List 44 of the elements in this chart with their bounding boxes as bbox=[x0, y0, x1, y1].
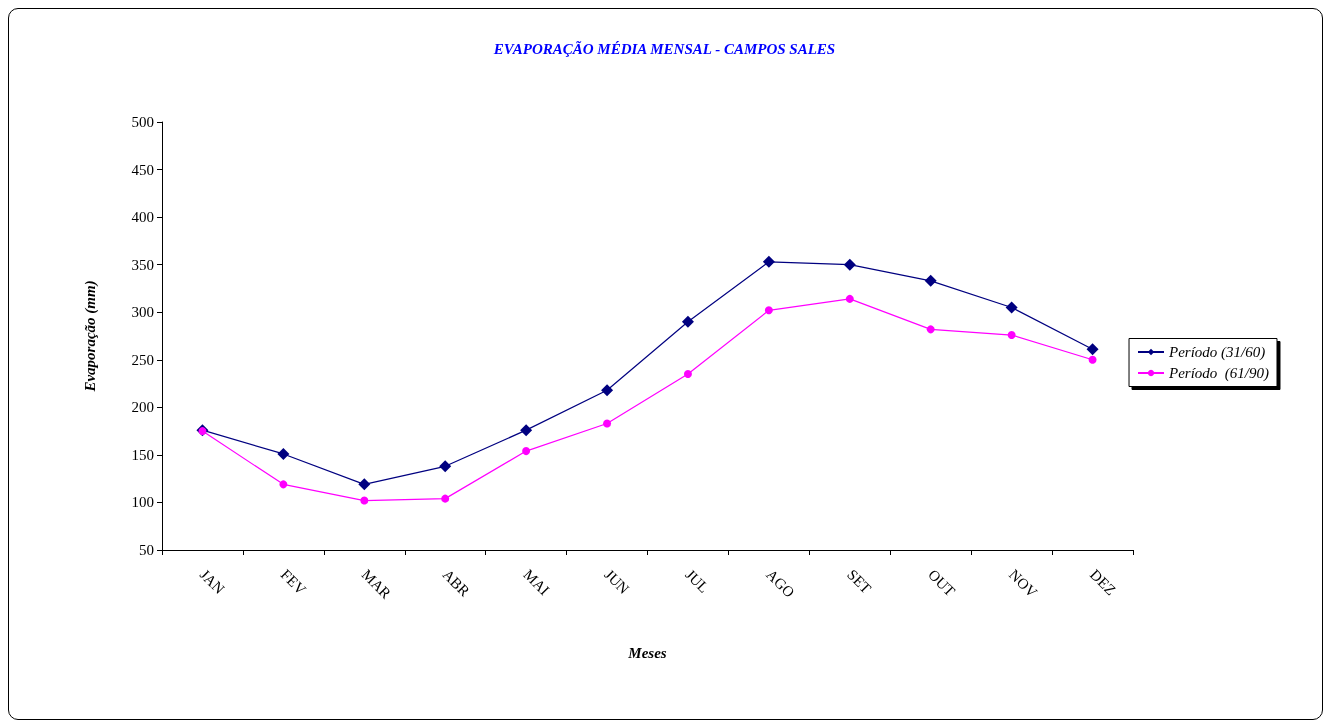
y-tick-label: 50 bbox=[139, 542, 154, 558]
y-tick-label: 200 bbox=[131, 399, 154, 416]
x-tick-label: ABR bbox=[439, 566, 473, 600]
y-tick-label: 400 bbox=[131, 209, 154, 226]
point bbox=[279, 480, 288, 489]
y-tick-label: 450 bbox=[131, 161, 154, 178]
point bbox=[520, 424, 533, 437]
point bbox=[764, 306, 773, 315]
point bbox=[360, 496, 369, 505]
point bbox=[1086, 343, 1099, 356]
point bbox=[603, 419, 612, 428]
y-tick-label: 350 bbox=[131, 256, 154, 273]
point bbox=[1005, 301, 1018, 314]
point bbox=[1088, 355, 1097, 364]
point bbox=[1007, 331, 1016, 340]
point bbox=[843, 258, 856, 271]
point bbox=[601, 384, 614, 397]
point bbox=[358, 478, 371, 491]
legend-label: Período (31/60) bbox=[1168, 344, 1266, 361]
point bbox=[926, 325, 935, 334]
point bbox=[522, 447, 531, 456]
x-tick-label: JAN bbox=[196, 566, 228, 598]
legend-label: Período (61/90) bbox=[1168, 365, 1269, 382]
y-axis-title: Evaporação (mm) bbox=[81, 280, 99, 393]
x-tick-label: SET bbox=[844, 566, 875, 597]
y-tick-label: 250 bbox=[131, 351, 154, 368]
point bbox=[681, 315, 694, 328]
x-tick-label: AGO bbox=[763, 566, 798, 601]
point bbox=[845, 294, 854, 303]
y-tick-label: 100 bbox=[131, 494, 154, 511]
x-tick-label: FEV bbox=[277, 566, 310, 598]
point bbox=[441, 494, 450, 503]
x-axis-title: Meses bbox=[627, 644, 667, 661]
point bbox=[277, 447, 290, 460]
point bbox=[439, 460, 452, 473]
x-tick-label: JUN bbox=[601, 566, 633, 598]
x-tick-label: JUL bbox=[682, 566, 712, 596]
y-tick-label: 150 bbox=[131, 446, 154, 463]
y-tick-label: 300 bbox=[131, 304, 154, 321]
point bbox=[762, 255, 775, 268]
point bbox=[683, 370, 692, 379]
point bbox=[924, 274, 937, 287]
chart-title: EVAPORAÇÃO MÉDIA MENSAL - CAMPOS SALES bbox=[492, 39, 836, 57]
y-tick-label: 500 bbox=[131, 114, 154, 130]
